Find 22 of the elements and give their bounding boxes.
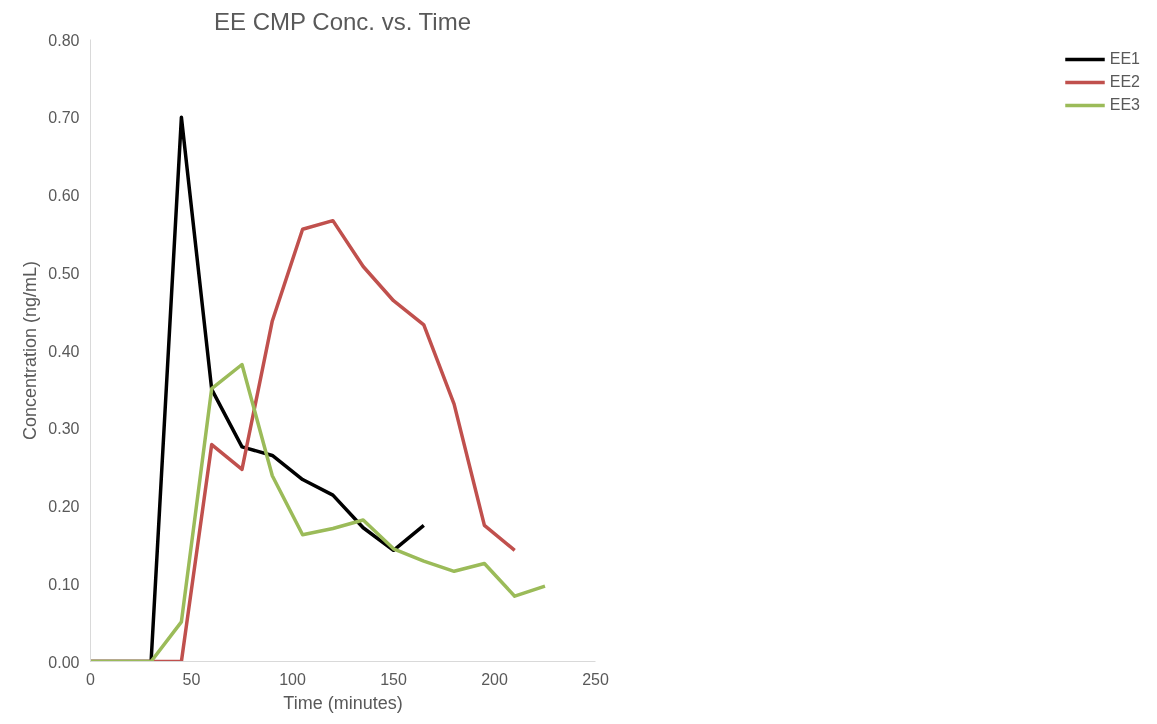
x-tick-label: 100 [279,670,306,688]
x-tick-label: 0 [86,670,96,688]
y-tick-label: 0.10 [48,575,80,593]
y-tick-label: 0.50 [48,264,80,282]
y-tick-label: 0.30 [48,420,80,438]
x-tick-label: 200 [481,670,508,688]
y-tick-label: 0.00 [48,653,80,671]
legend-label: EE1 [1109,50,1140,68]
x-axis-title: Time (minutes) [283,692,403,713]
legend-label: EE2 [1109,73,1140,91]
y-tick-label: 0.20 [48,498,80,515]
chart-title: EE CMP Conc. vs. Time [214,7,472,35]
y-axis-title: Concentration (ng/mL) [20,260,41,441]
x-tick-label: 50 [182,670,201,688]
y-tick-label: 0.60 [48,187,80,204]
y-tick-label: 0.80 [48,31,80,49]
y-tick-label: 0.40 [48,342,80,360]
legend-label: EE3 [1109,96,1140,114]
x-tick-label: 150 [380,670,407,688]
y-tick-label: 0.70 [48,109,80,127]
x-tick-label: 250 [582,670,609,688]
line-series [90,362,547,662]
